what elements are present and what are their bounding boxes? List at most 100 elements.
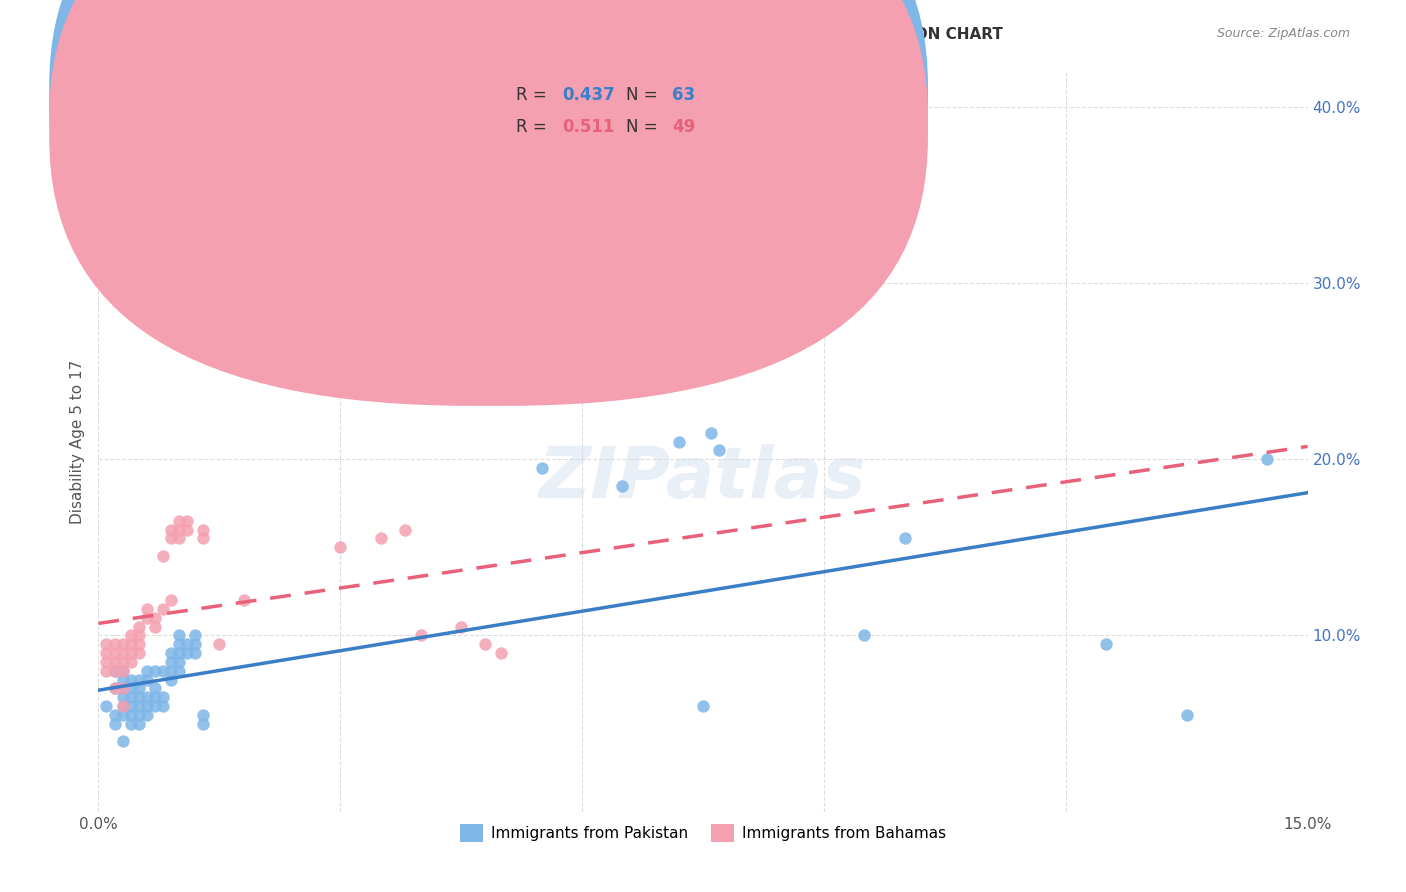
Point	[96, 646, 118, 660]
Point	[152, 690, 174, 705]
Point	[135, 664, 157, 678]
Point	[692, 698, 714, 713]
Point	[120, 716, 142, 731]
Point	[176, 514, 198, 528]
Point	[152, 602, 174, 616]
Point	[96, 655, 118, 669]
Point	[184, 646, 207, 660]
Text: IMMIGRANTS FROM PAKISTAN VS IMMIGRANTS FROM BAHAMAS DISABILITY AGE 5 TO 17 CORRE: IMMIGRANTS FROM PAKISTAN VS IMMIGRANTS F…	[56, 27, 1002, 42]
Point	[329, 541, 352, 555]
Point	[176, 637, 198, 651]
Point	[96, 698, 118, 713]
Point	[700, 425, 723, 440]
Point	[135, 690, 157, 705]
Point	[167, 523, 190, 537]
Point	[128, 619, 150, 633]
Point	[103, 655, 125, 669]
Point	[111, 655, 134, 669]
Point	[152, 664, 174, 678]
Point	[111, 681, 134, 696]
Point	[111, 698, 134, 713]
Point	[135, 707, 157, 722]
Point	[111, 646, 134, 660]
Point	[143, 698, 166, 713]
Point	[111, 690, 134, 705]
Point	[530, 461, 553, 475]
Point	[103, 681, 125, 696]
Point	[152, 698, 174, 713]
Text: N =: N =	[626, 87, 662, 104]
Point	[120, 681, 142, 696]
Point	[491, 646, 513, 660]
Point	[160, 646, 183, 660]
Text: 63: 63	[672, 87, 695, 104]
Point	[111, 664, 134, 678]
Point	[135, 611, 157, 625]
Point	[167, 532, 190, 546]
Point	[128, 707, 150, 722]
Point	[474, 637, 496, 651]
Point	[184, 337, 207, 351]
Point	[111, 673, 134, 687]
Point	[450, 619, 472, 633]
Point	[160, 664, 183, 678]
Point	[409, 628, 432, 642]
Point	[128, 681, 150, 696]
Point	[96, 664, 118, 678]
Point	[176, 523, 198, 537]
Point	[160, 655, 183, 669]
Point	[120, 707, 142, 722]
Point	[167, 646, 190, 660]
Point	[193, 707, 215, 722]
Point	[232, 593, 254, 607]
Point	[167, 637, 190, 651]
Point	[893, 532, 915, 546]
Legend: Immigrants from Pakistan, Immigrants from Bahamas: Immigrants from Pakistan, Immigrants fro…	[454, 818, 952, 848]
Text: ZIPatlas: ZIPatlas	[540, 444, 866, 513]
Point	[853, 628, 876, 642]
Text: R =: R =	[516, 87, 553, 104]
Y-axis label: Disability Age 5 to 17: Disability Age 5 to 17	[69, 359, 84, 524]
Point	[143, 690, 166, 705]
Point	[120, 673, 142, 687]
Point	[128, 690, 150, 705]
Point	[128, 628, 150, 642]
Point	[111, 637, 134, 651]
Point	[143, 611, 166, 625]
Point	[128, 698, 150, 713]
Point	[103, 664, 125, 678]
Point	[668, 434, 690, 449]
Point	[111, 681, 134, 696]
Point	[160, 593, 183, 607]
Point	[128, 716, 150, 731]
Point	[103, 707, 125, 722]
Point	[167, 664, 190, 678]
Point	[707, 443, 730, 458]
Point	[143, 619, 166, 633]
Point	[120, 637, 142, 651]
Point	[103, 646, 125, 660]
Text: R =: R =	[516, 118, 557, 136]
Point	[193, 532, 215, 546]
Point	[103, 637, 125, 651]
Point	[143, 681, 166, 696]
Point	[111, 707, 134, 722]
Point	[96, 637, 118, 651]
Point	[135, 698, 157, 713]
Point	[1095, 637, 1118, 651]
Point	[193, 716, 215, 731]
Point	[370, 532, 392, 546]
Point	[184, 628, 207, 642]
Point	[160, 673, 183, 687]
Point	[152, 549, 174, 563]
Point	[128, 637, 150, 651]
Point	[135, 673, 157, 687]
Point	[103, 664, 125, 678]
Point	[143, 664, 166, 678]
Point	[612, 478, 634, 492]
Point	[120, 690, 142, 705]
Point	[394, 523, 416, 537]
Point	[128, 646, 150, 660]
Point	[120, 646, 142, 660]
Point	[135, 602, 157, 616]
